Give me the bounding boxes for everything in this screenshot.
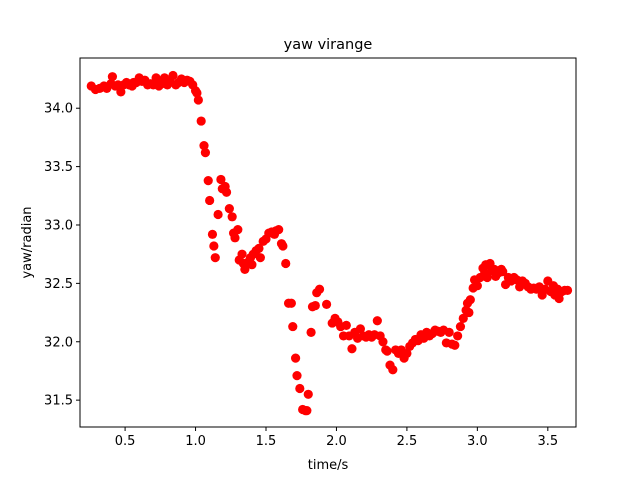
data-point — [464, 307, 474, 318]
y-tick-label: 31.5 — [44, 394, 73, 409]
data-point — [286, 298, 296, 308]
x-tick-label: 1.5 — [256, 434, 277, 449]
data-point — [213, 209, 223, 220]
y-tick-label: 34.0 — [44, 102, 73, 117]
data-point — [224, 204, 234, 214]
data-point — [372, 316, 382, 326]
data-point — [498, 267, 508, 277]
data-point — [310, 300, 320, 311]
x-tick-label: 3.0 — [467, 434, 488, 449]
x-tick-label: 0.5 — [115, 434, 136, 449]
data-points — [86, 70, 573, 416]
data-point — [168, 70, 178, 81]
data-point — [210, 253, 220, 263]
data-point — [347, 344, 357, 354]
data-point — [274, 225, 284, 235]
data-point — [306, 327, 316, 338]
data-point — [221, 187, 232, 197]
y-axis-ticks: 31.5 32.0 32.5 33.0 33.5 34.0 — [44, 102, 80, 409]
data-point — [341, 320, 351, 331]
data-point — [196, 116, 206, 126]
data-point — [227, 212, 237, 222]
data-point — [482, 272, 492, 283]
plot-area-frame — [79, 57, 577, 428]
data-point — [314, 284, 325, 294]
chart-title: yaw virange — [284, 37, 373, 53]
data-point — [455, 321, 466, 332]
data-point — [290, 353, 301, 363]
data-point — [207, 229, 218, 239]
y-tick-label: 32.5 — [44, 277, 73, 292]
data-point — [444, 327, 454, 338]
data-point — [554, 293, 564, 304]
data-point — [205, 195, 215, 206]
data-point — [378, 337, 388, 347]
data-point — [402, 348, 412, 359]
x-tick-label: 2.5 — [397, 434, 418, 449]
data-point — [295, 383, 305, 394]
data-point — [199, 140, 209, 151]
data-point — [192, 88, 202, 98]
y-tick-label: 33.5 — [44, 160, 73, 175]
data-point — [382, 346, 392, 356]
data-point — [303, 389, 313, 399]
data-point — [193, 95, 203, 105]
y-tick-label: 32.0 — [44, 335, 73, 350]
data-point — [216, 174, 226, 185]
x-tick-label: 1.0 — [185, 434, 206, 449]
data-point — [255, 253, 265, 263]
data-point — [200, 147, 211, 158]
data-point — [233, 225, 243, 235]
data-point — [151, 73, 161, 83]
x-axis-ticks: 0.5 1.0 1.5 2.0 2.5 3.0 3.5 — [115, 427, 558, 449]
data-point — [472, 281, 482, 291]
y-tick-label: 33.0 — [44, 218, 73, 233]
x-tick-label: 2.0 — [326, 434, 347, 449]
x-axis-label: time/s — [308, 458, 349, 473]
data-point — [458, 313, 468, 323]
data-point — [450, 340, 460, 350]
data-point — [254, 243, 264, 253]
data-point — [230, 233, 240, 243]
data-point — [237, 249, 247, 259]
data-point — [388, 365, 398, 375]
data-point — [247, 260, 257, 270]
y-axis-label: yaw/radian — [20, 206, 35, 278]
data-point — [116, 87, 126, 97]
data-point — [562, 285, 573, 295]
data-point — [107, 72, 118, 82]
data-point — [292, 371, 302, 381]
data-point — [278, 241, 288, 251]
x-tick-label: 3.5 — [537, 434, 558, 449]
data-point — [209, 241, 219, 251]
data-point — [203, 176, 213, 186]
data-point — [288, 321, 298, 332]
data-point — [355, 324, 366, 334]
data-point — [302, 406, 312, 416]
data-point — [465, 295, 475, 305]
data-point — [240, 264, 250, 274]
data-point — [453, 331, 463, 341]
data-point — [281, 258, 291, 269]
data-point — [321, 299, 332, 309]
